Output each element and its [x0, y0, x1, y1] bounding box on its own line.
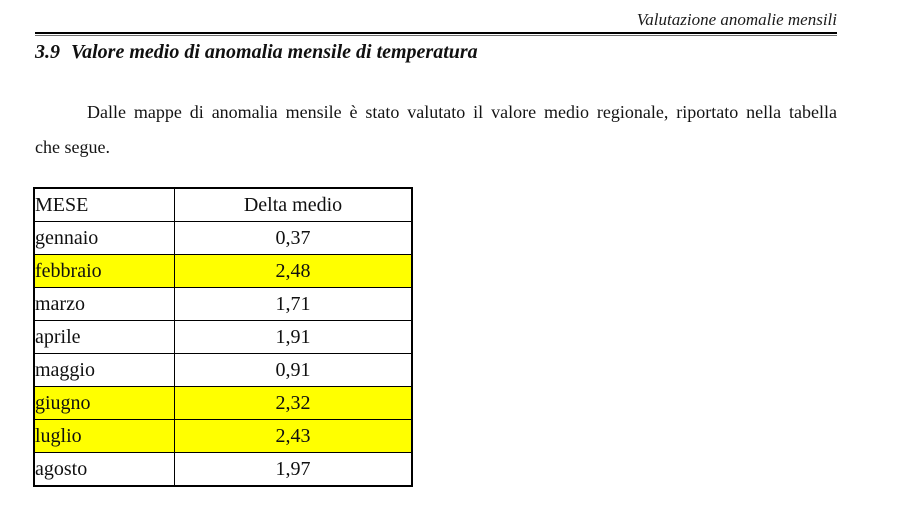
table-row: marzo 1,71	[33, 287, 413, 321]
page-content: Valutazione anomalie mensili 3.9 Valore m…	[33, 10, 837, 487]
cell-mese: maggio	[33, 353, 175, 387]
cell-delta: 1,91	[174, 320, 413, 354]
cell-delta: 1,97	[174, 452, 413, 487]
section-heading: 3.9 Valore medio di anomalia mensile di t…	[35, 40, 837, 64]
cell-delta: 2,43	[174, 419, 413, 453]
table-row: giugno 2,32	[33, 386, 413, 420]
section-title: Valore medio di anomalia mensile di temp…	[71, 41, 478, 63]
table-row: aprile 1,91	[33, 320, 413, 354]
table-row: maggio 0,91	[33, 353, 413, 387]
cell-delta: 2,48	[174, 254, 413, 288]
column-header-delta: Delta medio	[174, 187, 413, 222]
paragraph-line-2: che segue.	[35, 137, 110, 157]
cell-mese: agosto	[33, 452, 175, 487]
header-rule	[35, 32, 837, 36]
paragraph-line-1: Dalle mappe di anomalia mensile è stato …	[87, 102, 837, 122]
table-header-row: MESE Delta medio	[33, 187, 413, 222]
table-row: luglio 2,43	[33, 419, 413, 453]
anomaly-table: MESE Delta medio gennaio 0,37 febbraio 2,48…	[33, 187, 413, 487]
cell-delta: 0,37	[174, 221, 413, 255]
table-row: agosto 1,97	[33, 452, 413, 487]
running-header-text: Valutazione anomalie mensili	[636, 10, 837, 29]
cell-mese: febbraio	[33, 254, 175, 288]
cell-delta: 1,71	[174, 287, 413, 321]
table-row: gennaio 0,37	[33, 221, 413, 255]
cell-mese: giugno	[33, 386, 175, 420]
cell-mese: luglio	[33, 419, 175, 453]
section-number: 3.9	[35, 41, 60, 63]
cell-delta: 2,32	[174, 386, 413, 420]
cell-mese: marzo	[33, 287, 175, 321]
cell-mese: aprile	[33, 320, 175, 354]
table-row: febbraio 2,48	[33, 254, 413, 288]
cell-mese: gennaio	[33, 221, 175, 255]
column-header-mese: MESE	[33, 187, 175, 222]
cell-delta: 0,91	[174, 353, 413, 387]
